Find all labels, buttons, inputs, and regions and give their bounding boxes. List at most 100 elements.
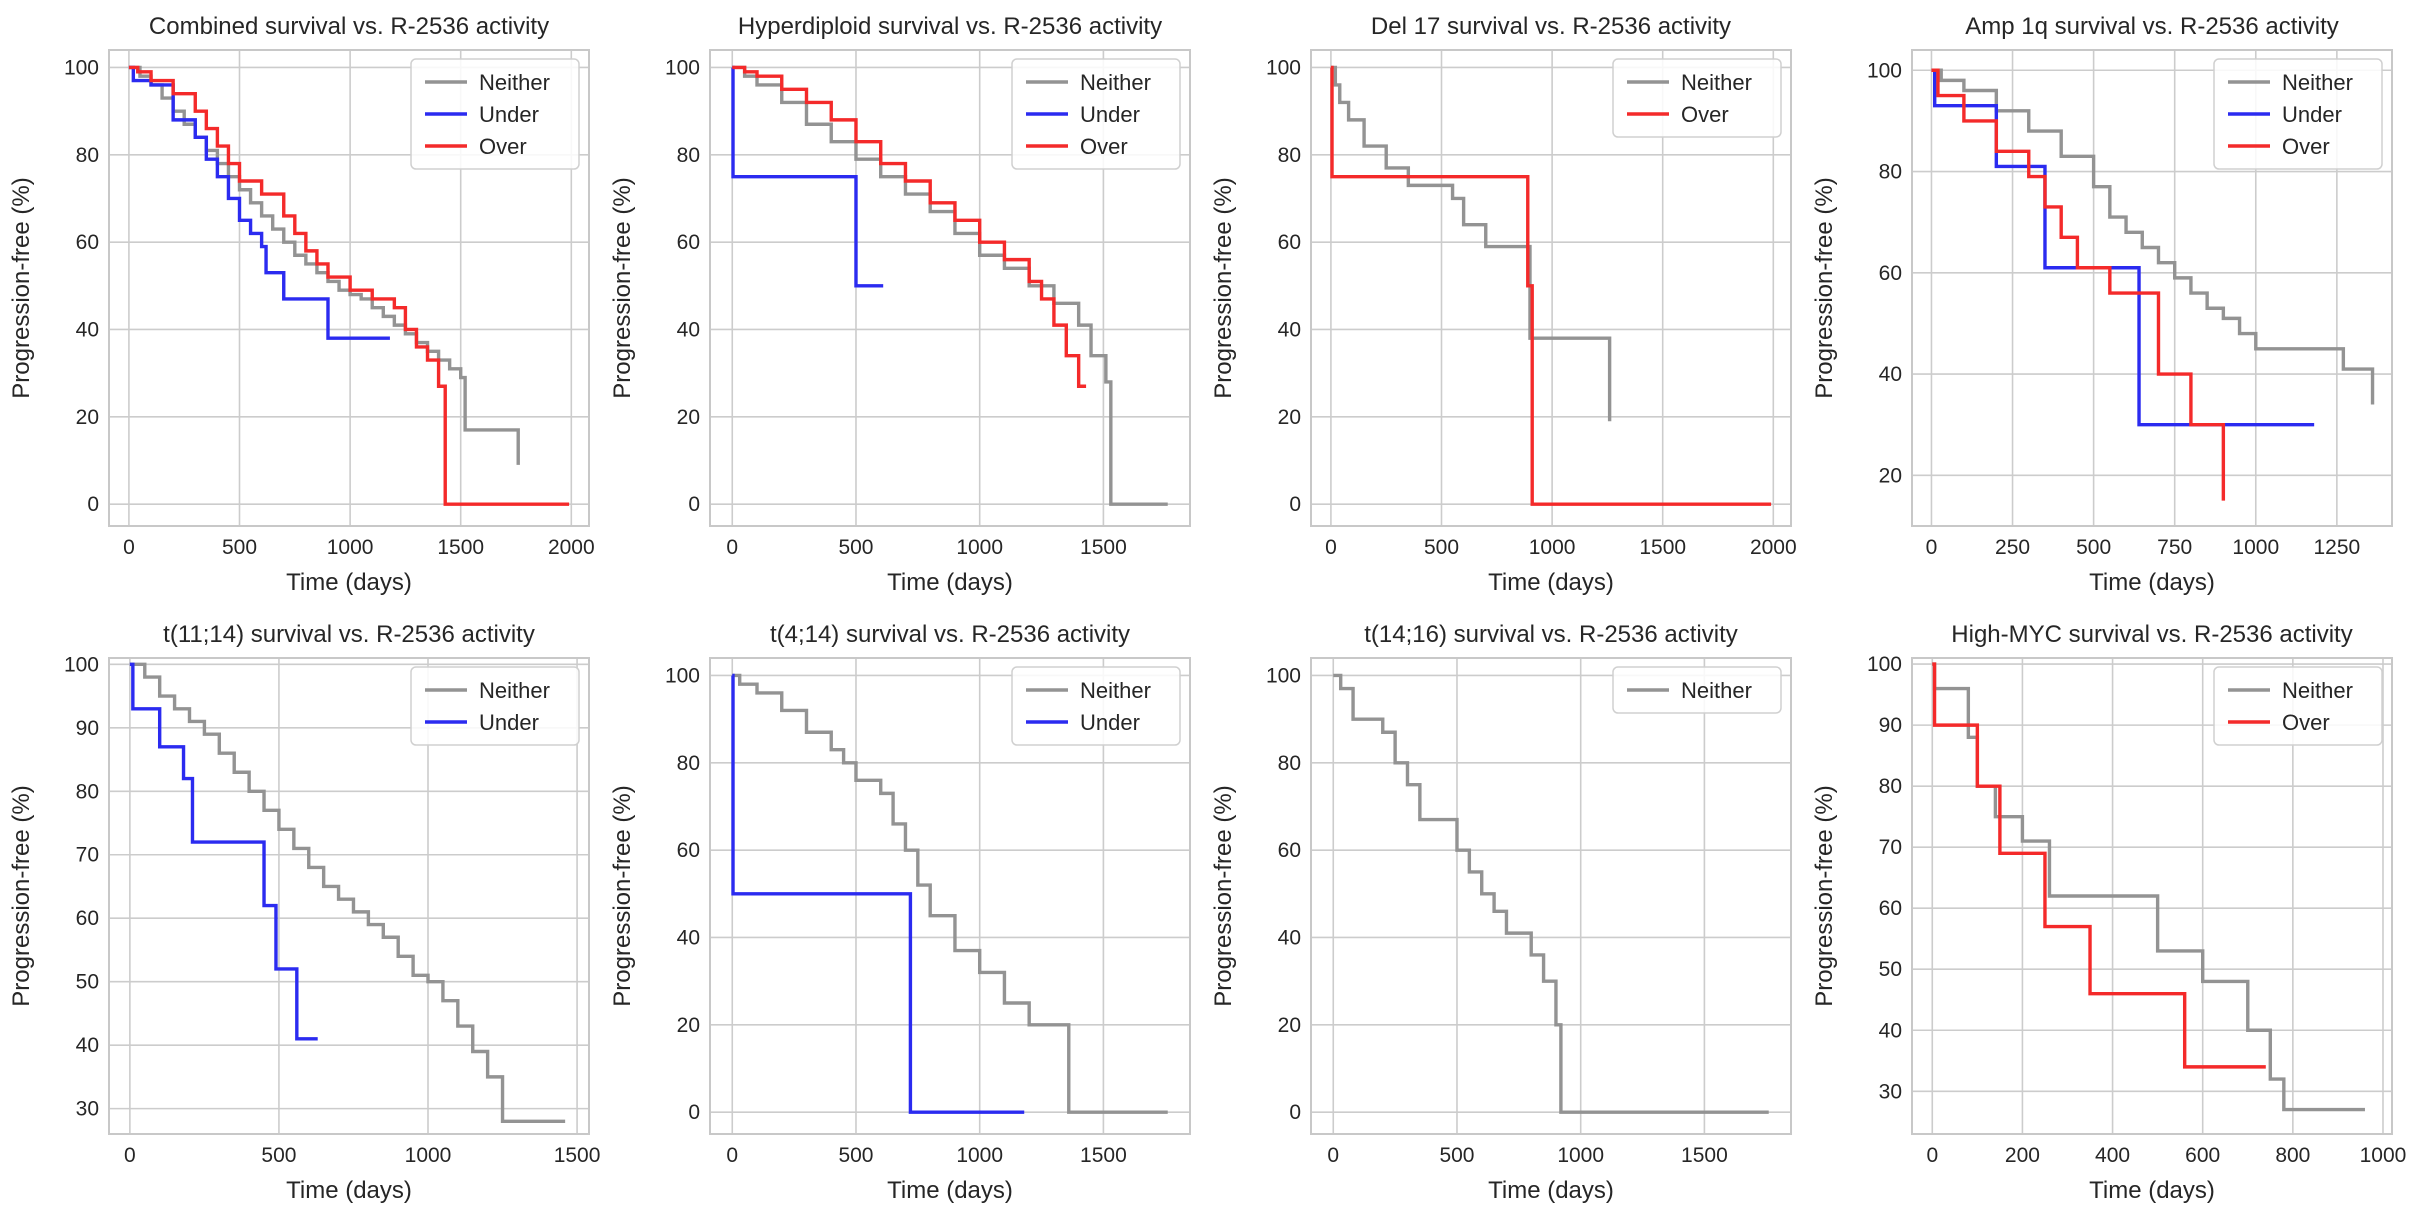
y-tick-label: 50 bbox=[1879, 958, 1902, 981]
chart-title: Combined survival vs. R-2536 activity bbox=[149, 13, 549, 40]
x-tick-label: 400 bbox=[2095, 1144, 2130, 1167]
x-tick-label: 500 bbox=[838, 1144, 873, 1167]
x-axis-label: Time (days) bbox=[286, 569, 412, 596]
subplot-3: 0 500 1000 1500 2000 0 20 40 60 80 100 Del 17 survi… bbox=[1210, 13, 1797, 596]
y-tick-label: 100 bbox=[665, 664, 700, 687]
y-tick-label: 60 bbox=[1879, 897, 1902, 920]
chart-title: t(4;14) survival vs. R-2536 activity bbox=[770, 621, 1130, 648]
x-tick-label: 1500 bbox=[1080, 1144, 1127, 1167]
legend-label-under: Under bbox=[1080, 710, 1140, 735]
legend-label-neither: Neither bbox=[1080, 678, 1151, 703]
y-tick-label: 80 bbox=[1879, 775, 1902, 798]
y-tick-label: 0 bbox=[1289, 493, 1301, 516]
y-tick-label: 20 bbox=[76, 406, 99, 429]
series-line-neither bbox=[732, 65, 1168, 506]
series-line-neither bbox=[732, 673, 1168, 1114]
x-tick-label: 0 bbox=[726, 536, 738, 559]
x-tick-label: 1500 bbox=[554, 1144, 601, 1167]
y-tick-label: 60 bbox=[76, 231, 99, 254]
y-tick-label: 80 bbox=[1278, 752, 1301, 775]
y-tick-label: 20 bbox=[1278, 1014, 1301, 1037]
chart-title: Hyperdiploid survival vs. R-2536 activit… bbox=[738, 13, 1162, 40]
plot-frame bbox=[709, 657, 1191, 1135]
x-tick-label: 1000 bbox=[956, 1144, 1003, 1167]
x-axis-label: Time (days) bbox=[2089, 569, 2215, 596]
series-line-over bbox=[128, 65, 570, 506]
plot-frame bbox=[709, 49, 1191, 527]
y-tick-label: 80 bbox=[1278, 144, 1301, 167]
y-axis-label: Progression-free (%) bbox=[1210, 177, 1237, 398]
legend-label-under: Under bbox=[2282, 102, 2342, 127]
series-line-neither bbox=[1931, 68, 2375, 405]
y-tick-label: 100 bbox=[64, 653, 99, 676]
legend-label-over: Over bbox=[1681, 102, 1729, 127]
y-tick-label: 60 bbox=[76, 907, 99, 930]
y-tick-label: 40 bbox=[1278, 318, 1301, 341]
subplot-2: 0 500 1000 1500 0 20 40 60 80 100 Hyperdiploid sur… bbox=[609, 13, 1191, 596]
x-tick-label: 500 bbox=[838, 536, 873, 559]
y-tick-label: 80 bbox=[677, 144, 700, 167]
y-tick-label: 100 bbox=[1266, 56, 1301, 79]
x-tick-label: 0 bbox=[1327, 1144, 1339, 1167]
y-tick-label: 100 bbox=[1867, 653, 1902, 676]
y-tick-label: 60 bbox=[677, 231, 700, 254]
x-axis-label: Time (days) bbox=[2089, 1177, 2215, 1204]
y-tick-label: 40 bbox=[76, 318, 99, 341]
legend-label-neither: Neither bbox=[1681, 678, 1752, 703]
y-tick-label: 40 bbox=[1278, 926, 1301, 949]
series-line-over bbox=[1330, 65, 1772, 506]
series-line-under bbox=[731, 673, 1025, 1114]
y-tick-label: 100 bbox=[1266, 664, 1301, 687]
y-axis-label: Progression-free (%) bbox=[1210, 785, 1237, 1006]
legend: Neither Over bbox=[1612, 58, 1782, 138]
plot-frame bbox=[1310, 657, 1792, 1135]
x-tick-label: 0 bbox=[1926, 1144, 1938, 1167]
y-tick-label: 80 bbox=[76, 780, 99, 803]
legend: Neither Under bbox=[1011, 666, 1181, 746]
y-tick-label: 50 bbox=[76, 971, 99, 994]
x-axis-label: Time (days) bbox=[887, 569, 1013, 596]
legend-label-neither: Neither bbox=[1080, 70, 1151, 95]
y-tick-label: 100 bbox=[665, 56, 700, 79]
y-tick-label: 100 bbox=[64, 56, 99, 79]
y-tick-label: 20 bbox=[677, 406, 700, 429]
x-tick-label: 200 bbox=[2005, 1144, 2040, 1167]
chart-title: t(14;16) survival vs. R-2536 activity bbox=[1364, 621, 1737, 648]
subplot-7: 0 500 1000 1500 0 20 40 60 80 100 t(14;16) surviva… bbox=[1210, 621, 1792, 1204]
legend-label-over: Over bbox=[2282, 710, 2330, 735]
y-axis-label: Progression-free (%) bbox=[609, 785, 636, 1006]
x-tick-label: 750 bbox=[2157, 536, 2192, 559]
x-tick-label: 1500 bbox=[1639, 536, 1686, 559]
y-tick-label: 40 bbox=[677, 926, 700, 949]
legend-box bbox=[410, 58, 580, 170]
y-tick-label: 40 bbox=[1879, 363, 1902, 386]
legend-box bbox=[2213, 58, 2383, 170]
y-tick-label: 30 bbox=[1879, 1080, 1902, 1103]
y-tick-label: 40 bbox=[1879, 1019, 1902, 1042]
x-tick-label: 0 bbox=[123, 536, 135, 559]
series-line-over bbox=[1932, 662, 2266, 1069]
x-tick-label: 1000 bbox=[327, 536, 374, 559]
x-tick-label: 250 bbox=[1995, 536, 2030, 559]
legend-label-over: Over bbox=[1080, 134, 1128, 159]
x-tick-label: 0 bbox=[124, 1144, 136, 1167]
series-line-over bbox=[1931, 68, 2226, 501]
y-tick-label: 60 bbox=[1879, 262, 1902, 285]
x-tick-label: 0 bbox=[1325, 536, 1337, 559]
x-tick-label: 1000 bbox=[1557, 1144, 1604, 1167]
subplot-8: 0 200 400 600 800 1000 30 40 50 60 70 80 90 100 High-M… bbox=[1811, 621, 2406, 1204]
legend: Neither bbox=[1612, 666, 1782, 714]
chart-title: t(11;14) survival vs. R-2536 activity bbox=[163, 621, 535, 648]
y-tick-label: 70 bbox=[1879, 836, 1902, 859]
y-tick-label: 100 bbox=[1867, 59, 1902, 82]
x-tick-label: 500 bbox=[222, 536, 257, 559]
legend-label-neither: Neither bbox=[1681, 70, 1752, 95]
series-line-neither bbox=[1330, 65, 1612, 422]
x-tick-label: 1250 bbox=[2314, 536, 2361, 559]
x-tick-label: 0 bbox=[726, 1144, 738, 1167]
x-tick-label: 1000 bbox=[2360, 1144, 2407, 1167]
y-tick-label: 70 bbox=[76, 844, 99, 867]
plot-frame bbox=[108, 657, 590, 1135]
y-tick-label: 60 bbox=[1278, 839, 1301, 862]
plot-frame bbox=[1310, 49, 1792, 527]
